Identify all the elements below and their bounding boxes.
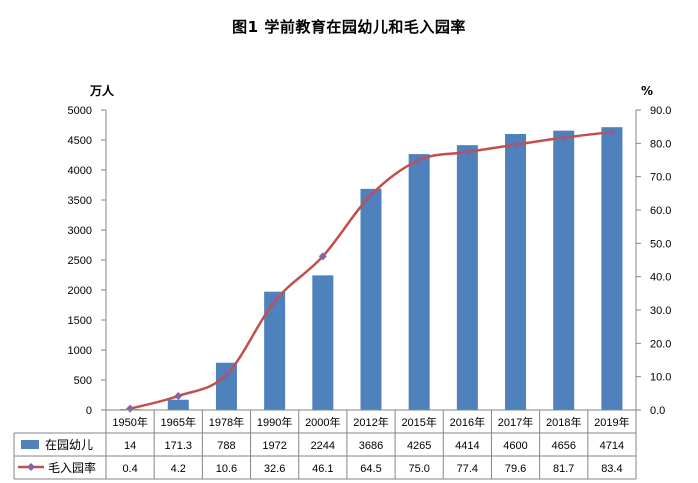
x-category-label: 1978年 [209, 415, 244, 429]
line-value-label: 46.1 [312, 463, 333, 475]
legend-swatch-bar [21, 440, 39, 449]
line-marker [415, 156, 424, 164]
line-marker [511, 140, 520, 149]
bar [215, 362, 237, 410]
bar-value-label: 2244 [311, 440, 335, 452]
x-category-label: 2012年 [353, 415, 388, 429]
x-category-label: 2018年 [546, 415, 581, 429]
bar [264, 291, 286, 410]
y-left-tick-label: 4500 [68, 135, 92, 147]
line-marker [463, 148, 472, 156]
line-value-label: 32.6 [264, 463, 285, 475]
legend-label-line: 毛入园率 [48, 460, 96, 475]
bar [456, 145, 478, 410]
x-category-label: 1990年 [257, 415, 292, 429]
line-value-label: 81.7 [553, 463, 574, 475]
line-marker [318, 252, 327, 261]
line-value-label: 79.6 [505, 463, 526, 475]
bar [505, 134, 527, 410]
bar-series [119, 127, 623, 410]
bar-value-label: 14 [124, 440, 136, 452]
legend-label-bar: 在园幼儿 [45, 438, 93, 452]
x-category-label: 2017年 [498, 415, 533, 429]
chart-axes: 0 500 1000 1500 2000 2500 3000 3500 4000 4500 5000… [68, 83, 672, 417]
line-path [129, 130, 613, 410]
y-left-tick-label: 1500 [68, 315, 92, 327]
bar-value-label: 4656 [551, 440, 575, 452]
y-left-tick-label: 2000 [68, 285, 92, 297]
bar [408, 154, 430, 410]
line-marker [367, 191, 375, 199]
bar-value-label: 4414 [455, 440, 479, 452]
y-right-tick-label: 10.0 [650, 372, 671, 384]
legend-swatch-marker [27, 463, 35, 471]
y-left-tick-label: 0 [86, 405, 92, 417]
y-left-tick-label: 2500 [68, 255, 92, 267]
y-right-tick-label: 60.0 [650, 205, 671, 217]
line-value-label: 4.2 [171, 463, 186, 475]
x-category-label: 1950年 [112, 415, 147, 429]
y-right-tick-label: 0.0 [650, 405, 665, 417]
bar [312, 275, 334, 410]
bar-value-label: 4265 [407, 440, 431, 452]
y-left-tick-label: 3500 [68, 195, 92, 207]
line-value-label: 0.4 [122, 463, 137, 475]
y-right-tick-label: 70.0 [650, 172, 671, 184]
line-series [126, 128, 616, 413]
x-category-label: 2019年 [594, 415, 629, 429]
bar-value-label: 1972 [262, 440, 286, 452]
bar-value-label: 4600 [503, 440, 527, 452]
line-value-label: 10.6 [216, 463, 237, 475]
bar-value-label: 4714 [600, 440, 624, 452]
y-right-tick-label: 20.0 [650, 338, 671, 350]
bar-value-label: 3686 [359, 440, 383, 452]
bar [601, 127, 623, 410]
x-category-label: 2015年 [401, 415, 436, 429]
line-value-label: 83.4 [601, 463, 622, 475]
y-left-unit-label: 万人 [89, 83, 115, 98]
y-left-tick-label: 4000 [68, 165, 92, 177]
bar [553, 130, 575, 410]
data-table: 1950年 1965年 1978年 1990年 2000年 2012年 2015年 2016年… [13, 409, 637, 480]
bar [167, 399, 189, 410]
bar-value-label: 788 [217, 440, 235, 452]
y-right-tick-label: 30.0 [650, 305, 671, 317]
y-left-tick-label: 5000 [68, 105, 92, 117]
line-marker [270, 297, 279, 306]
line-marker [607, 128, 616, 136]
y-right-unit-label: % [641, 84, 653, 98]
chart-title: 图1 学前教育在园幼儿和毛入园率 [232, 18, 466, 36]
bar [360, 188, 382, 410]
x-category-label: 2016年 [450, 415, 485, 429]
x-category-label: 1965年 [161, 415, 196, 429]
line-value-label: 75.0 [408, 463, 429, 475]
y-left-tick-label: 500 [74, 375, 92, 387]
y-right-tick-label: 90.0 [650, 105, 671, 117]
line-marker [559, 133, 568, 142]
y-right-tick-label: 80.0 [650, 138, 671, 150]
line-value-label: 77.4 [457, 463, 478, 475]
y-left-tick-label: 1000 [68, 345, 92, 357]
y-right-tick-label: 40.0 [650, 272, 671, 284]
line-marker [126, 404, 135, 413]
x-category-label: 2000年 [305, 415, 340, 429]
y-right-tick-label: 50.0 [650, 238, 671, 250]
line-value-label: 64.5 [360, 463, 381, 475]
y-left-tick-label: 3000 [68, 225, 92, 237]
line-marker [222, 370, 231, 379]
line-marker [174, 392, 183, 400]
bar-value-label: 171.3 [165, 440, 193, 452]
